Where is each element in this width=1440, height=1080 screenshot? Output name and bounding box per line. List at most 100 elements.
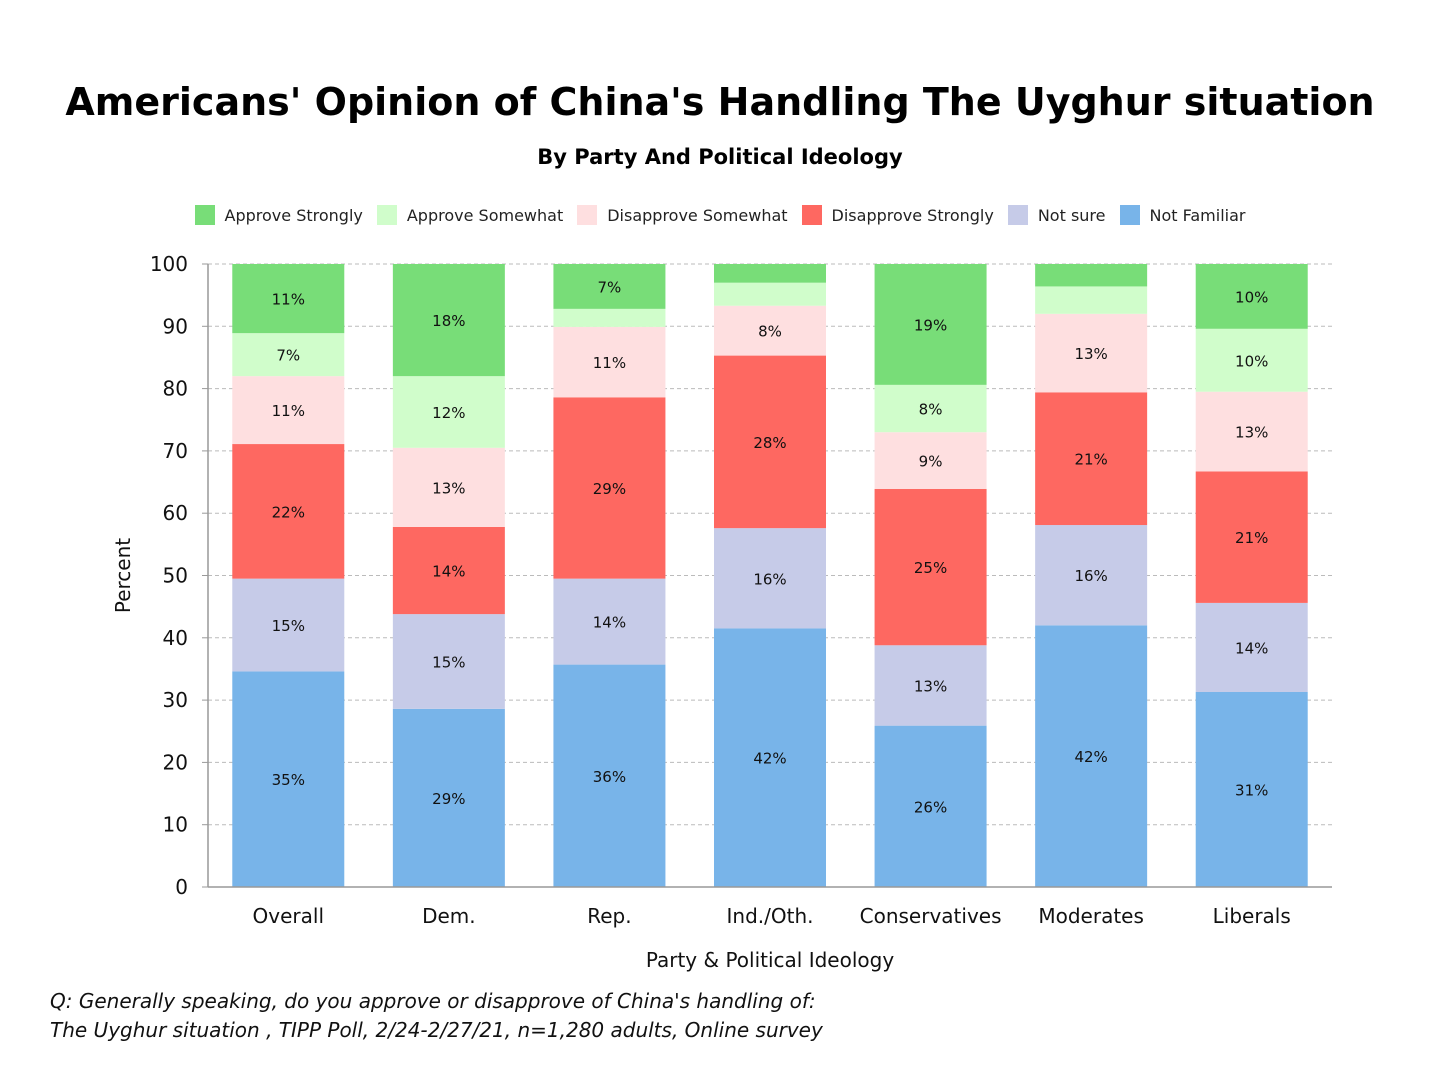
y-tick-label: 30 — [163, 688, 188, 712]
bar-segment-approve-strongly — [392, 264, 505, 377]
bar-segment-not-sure — [874, 645, 987, 726]
bar-segment-disapprove-strongly — [553, 397, 666, 579]
x-tick-label: Conservatives — [860, 904, 1002, 928]
bar-segment-approve-somewhat — [1035, 286, 1148, 314]
bar-segment-not-sure — [714, 528, 826, 629]
data-label: 15% — [432, 653, 465, 671]
bar-segment-not-sure — [1035, 525, 1148, 626]
bar-segment-not-sure — [553, 578, 666, 665]
data-label: 29% — [432, 790, 465, 808]
bar-segment-not-familiar — [232, 671, 345, 887]
data-label: 42% — [753, 750, 786, 768]
data-label: 36% — [593, 768, 626, 786]
x-tick-label: Ind./Oth. — [727, 904, 814, 928]
bar-segment-not-familiar — [874, 725, 987, 887]
data-label: 15% — [272, 617, 305, 635]
data-label: 10% — [1235, 352, 1268, 370]
data-label: 8% — [758, 323, 782, 341]
bar-segment-disapprove-strongly — [874, 488, 987, 646]
data-label: 35% — [272, 771, 305, 789]
bar-segment-approve-strongly — [1035, 264, 1148, 287]
data-label: 7% — [276, 347, 300, 365]
data-label: 28% — [753, 434, 786, 452]
data-label: 16% — [753, 570, 786, 588]
y-tick-label: 90 — [163, 314, 188, 338]
legend-item: Approve Strongly — [194, 205, 363, 225]
y-tick-label: 40 — [163, 626, 188, 650]
bar-segment-not-familiar — [1195, 692, 1308, 887]
data-label: 11% — [272, 291, 305, 309]
legend-label: Not Familiar — [1149, 205, 1246, 225]
bar-segment-approve-strongly — [553, 264, 666, 309]
x-tick-label: Liberals — [1213, 904, 1291, 928]
legend-label: Approve Somewhat — [406, 205, 564, 225]
bar-segment-disapprove-strongly — [1195, 471, 1308, 603]
bar-segment-approve-strongly — [232, 264, 345, 334]
bar-segment-approve-somewhat — [714, 282, 826, 306]
data-label: 31% — [1235, 782, 1268, 800]
data-label: 21% — [1235, 529, 1268, 547]
data-label: 16% — [1074, 567, 1107, 585]
bar-segment-approve-somewhat — [1195, 328, 1308, 392]
legend-swatch — [1119, 205, 1140, 225]
bar-segment-disapprove-strongly — [232, 444, 345, 579]
bar-segment-not-familiar — [714, 628, 826, 887]
x-axis-title: Party & Political Ideology — [646, 948, 895, 972]
bar-segment-disapprove-somewhat — [874, 432, 987, 489]
legend-swatch — [194, 205, 215, 225]
data-label: 13% — [432, 479, 465, 497]
y-tick-label: 20 — [163, 750, 188, 774]
bar-segment-approve-strongly — [714, 264, 826, 283]
legend-label: Disapprove Strongly — [831, 205, 994, 225]
data-label: 14% — [432, 563, 465, 581]
bar-segment-approve-strongly — [874, 264, 987, 385]
chart-subtitle: By Party And Political Ideology — [537, 145, 903, 169]
bar-segment-disapprove-strongly — [714, 355, 826, 529]
y-tick-label: 100 — [150, 252, 188, 276]
data-label: 13% — [1074, 345, 1107, 363]
x-tick-label: Rep. — [587, 904, 631, 928]
data-label: 10% — [1235, 288, 1268, 306]
legend-label: Not sure — [1037, 205, 1106, 225]
legend-item: Disapprove Strongly — [801, 205, 994, 225]
data-label: 26% — [914, 798, 947, 816]
legend-item: Not Familiar — [1119, 205, 1246, 225]
footnote-line-1: Q: Generally speaking, do you approve or… — [50, 989, 816, 1013]
legend-swatch — [376, 205, 397, 225]
bar-segment-disapprove-strongly — [1035, 392, 1148, 526]
legend-swatch — [577, 205, 598, 225]
bar-segment-disapprove-strongly — [392, 526, 505, 615]
data-label: 14% — [1235, 639, 1268, 657]
data-label: 8% — [919, 401, 943, 419]
bar-segment-not-sure — [1195, 602, 1308, 693]
bar-segment-approve-somewhat — [392, 376, 505, 448]
chart-title: Americans' Opinion of China's Handling T… — [65, 80, 1375, 124]
legend-item: Not sure — [1007, 205, 1106, 225]
data-label: 21% — [1074, 451, 1107, 469]
data-label: 18% — [432, 312, 465, 330]
bar-segment-approve-somewhat — [874, 384, 987, 433]
bar-segment-disapprove-somewhat — [714, 305, 826, 356]
bar-segment-disapprove-somewhat — [553, 326, 666, 398]
data-label: 13% — [1235, 424, 1268, 442]
y-tick-label: 80 — [163, 377, 188, 401]
y-tick-label: 60 — [163, 501, 188, 525]
y-axis-title: Percent — [111, 538, 135, 613]
data-label: 29% — [593, 480, 626, 498]
chart-legend: Approve Strongly Approve Somewhat Disappro… — [0, 205, 1440, 225]
y-tick-label: 50 — [163, 564, 188, 588]
legend-label: Disapprove Somewhat — [607, 205, 788, 225]
y-tick-label: 10 — [163, 813, 188, 837]
footnote: Q: Generally speaking, do you approve or… — [50, 987, 823, 1045]
x-tick-label: Dem. — [422, 904, 476, 928]
legend-item: Approve Somewhat — [376, 205, 564, 225]
bar-segment-not-sure — [392, 614, 505, 709]
bar-segment-disapprove-somewhat — [1035, 313, 1148, 393]
x-tick-label: Moderates — [1038, 904, 1144, 928]
bar-segment-disapprove-somewhat — [1195, 391, 1308, 472]
data-label: 42% — [1074, 748, 1107, 766]
bar-segment-not-familiar — [392, 708, 505, 887]
data-label: 25% — [914, 559, 947, 577]
legend-label: Approve Strongly — [224, 205, 363, 225]
